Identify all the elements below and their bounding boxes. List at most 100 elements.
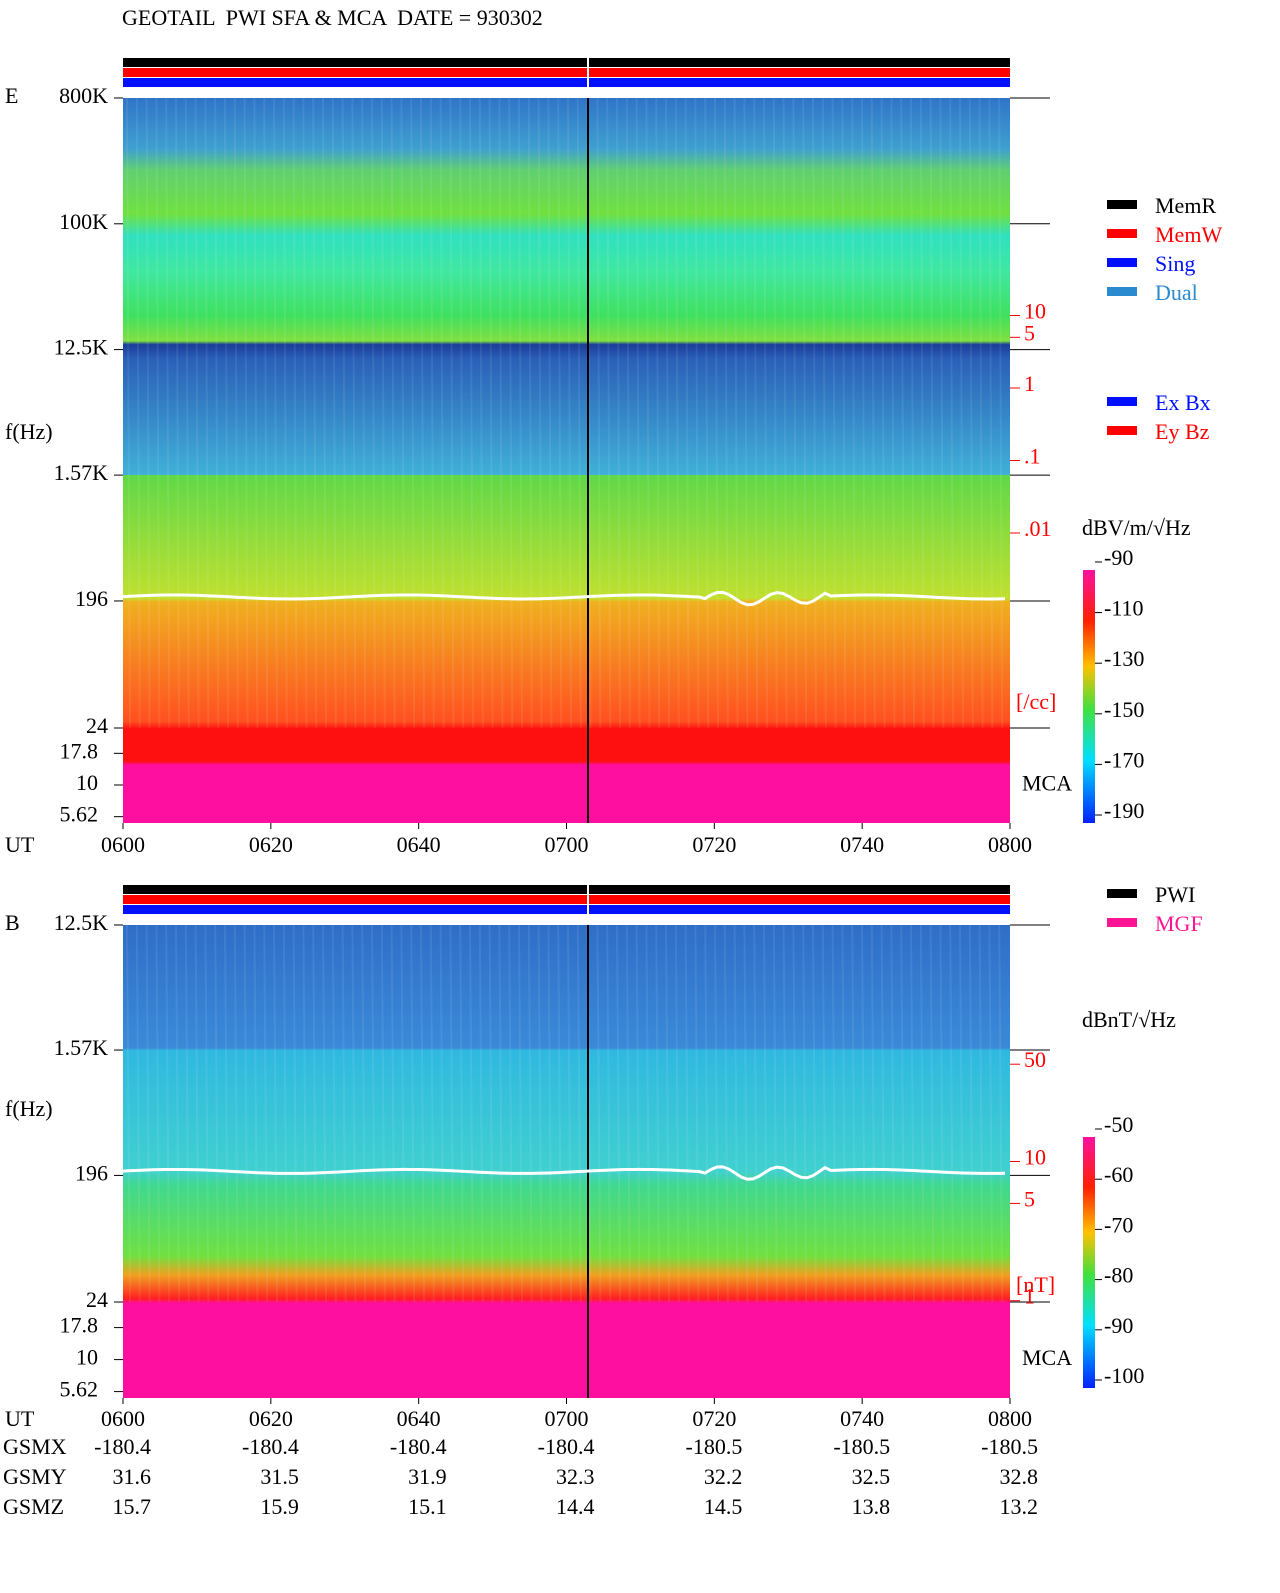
spectrogram-texture — [243, 97, 249, 729]
y2-tick-label: 5 — [1024, 1186, 1035, 1211]
spectrogram-texture — [870, 97, 876, 729]
colorbar-label: dBnT/√Hz — [1082, 1007, 1176, 1032]
mca-tick-label: 17.8 — [60, 738, 99, 763]
status-bar — [123, 78, 1010, 87]
spectrogram-texture — [380, 924, 386, 1303]
spectrogram-texture — [763, 97, 768, 729]
orbit-value: -180.4 — [94, 1434, 151, 1459]
spectrogram-texture — [145, 97, 151, 729]
title: GEOTAIL PWI SFA & MCA DATE = 930302 — [122, 5, 543, 30]
colorbar-tick-label: -110 — [1104, 596, 1144, 621]
y-tick-label: 12.5K — [54, 910, 109, 935]
spectrogram-texture — [802, 924, 808, 1303]
spectrogram-texture — [821, 97, 827, 729]
spectrogram-texture — [253, 924, 259, 1303]
spectrogram-texture — [880, 924, 886, 1303]
status-bar — [123, 895, 1010, 904]
spectrogram-texture — [635, 924, 641, 1303]
spectrogram-texture — [635, 97, 641, 729]
spectrogram-texture — [959, 924, 964, 1303]
spectrogram-texture — [655, 924, 661, 1303]
x-tick-label: 0620 — [249, 1406, 293, 1431]
spectrogram-texture — [322, 97, 327, 729]
spectrogram-texture — [890, 924, 896, 1303]
spectrogram-texture — [694, 97, 700, 729]
spectrogram-texture — [204, 924, 210, 1303]
spectrogram-texture — [527, 97, 533, 729]
spectrogram-texture — [910, 97, 915, 729]
spectrogram-texture — [625, 924, 631, 1303]
spectrogram-texture — [361, 97, 367, 729]
y-tick-label: 1.57K — [54, 1035, 109, 1060]
orbit-value: 15.9 — [260, 1494, 299, 1519]
legend-swatch — [1107, 287, 1137, 296]
status-bar — [123, 68, 1010, 77]
x-tick-label: 0720 — [692, 1406, 736, 1431]
spectrogram-texture — [224, 924, 229, 1303]
y2-tick-label: 10 — [1024, 299, 1046, 324]
spectrogram-texture — [537, 97, 543, 729]
spectrogram-texture — [341, 924, 347, 1303]
spectrogram-texture — [302, 97, 308, 729]
x-tick-label: 0740 — [840, 1406, 884, 1431]
y-tick-label: 196 — [75, 586, 108, 611]
spectrogram-texture — [743, 924, 749, 1303]
orbit-label: GSMX — [3, 1434, 67, 1459]
legend-label: MGF — [1155, 911, 1203, 936]
mca-tick-label: 5.62 — [60, 802, 99, 827]
spectrogram-texture — [292, 97, 298, 729]
status-bar — [123, 58, 1010, 67]
y2-tick-label: 1 — [1024, 1284, 1035, 1309]
spectrogram-texture — [351, 97, 357, 729]
y-tick-label: 800K — [59, 83, 108, 108]
spectrogram-texture — [978, 924, 984, 1303]
spectrogram-texture — [233, 924, 239, 1303]
spectrogram-texture — [733, 924, 739, 1303]
spectrogram-texture — [361, 924, 367, 1303]
panel-label: E — [5, 83, 18, 108]
spectrogram-texture — [498, 97, 504, 729]
spectrogram-texture — [968, 97, 974, 729]
spectrogram-texture — [723, 97, 729, 729]
spectrogram-texture — [900, 924, 906, 1303]
orbit-value: 15.7 — [113, 1494, 152, 1519]
orbit-value: 31.5 — [260, 1464, 299, 1489]
spectrogram-texture — [400, 924, 406, 1303]
spectrogram-texture — [557, 97, 563, 729]
spectrogram-texture — [429, 924, 435, 1303]
orbit-value: -180.4 — [242, 1434, 299, 1459]
legend-swatch — [1107, 397, 1137, 406]
mca-label: MCA — [1022, 771, 1072, 796]
spectrogram-texture — [576, 97, 582, 729]
spectrogram-texture — [488, 97, 494, 729]
status-bar — [123, 885, 1010, 894]
orbit-value: 13.2 — [1000, 1494, 1039, 1519]
spectrogram-texture — [851, 924, 857, 1303]
colorbar-tick-label: -90 — [1104, 545, 1133, 570]
orbit-value: 32.3 — [556, 1464, 595, 1489]
spectrogram-texture — [812, 924, 817, 1303]
mca-label: MCA — [1022, 1345, 1072, 1370]
spectrogram — [123, 98, 1010, 823]
spectrogram-texture — [753, 97, 759, 729]
spectrogram-texture — [547, 924, 553, 1303]
spectrogram-texture — [273, 97, 278, 729]
spectrogram-texture — [763, 924, 768, 1303]
spectrogram-texture — [978, 97, 984, 729]
spectrogram-texture — [596, 924, 602, 1303]
spectrogram-texture — [606, 924, 612, 1303]
spectrogram-texture — [273, 924, 278, 1303]
spectrogram-texture — [655, 97, 661, 729]
spectrogram-texture — [135, 924, 141, 1303]
colorbar-tick-label: -80 — [1104, 1263, 1133, 1288]
spectrogram-texture — [459, 97, 465, 729]
spectrogram-texture — [312, 97, 318, 729]
colorbar-tick-label: -150 — [1104, 697, 1144, 722]
colorbar-tick-label: -130 — [1104, 646, 1144, 671]
spectrogram-texture — [302, 924, 308, 1303]
legend-swatch — [1107, 200, 1137, 209]
spectrogram-texture — [527, 924, 533, 1303]
spectrogram — [123, 925, 1010, 1398]
spectrogram-texture — [616, 97, 621, 729]
legend-label: Sing — [1155, 251, 1195, 276]
